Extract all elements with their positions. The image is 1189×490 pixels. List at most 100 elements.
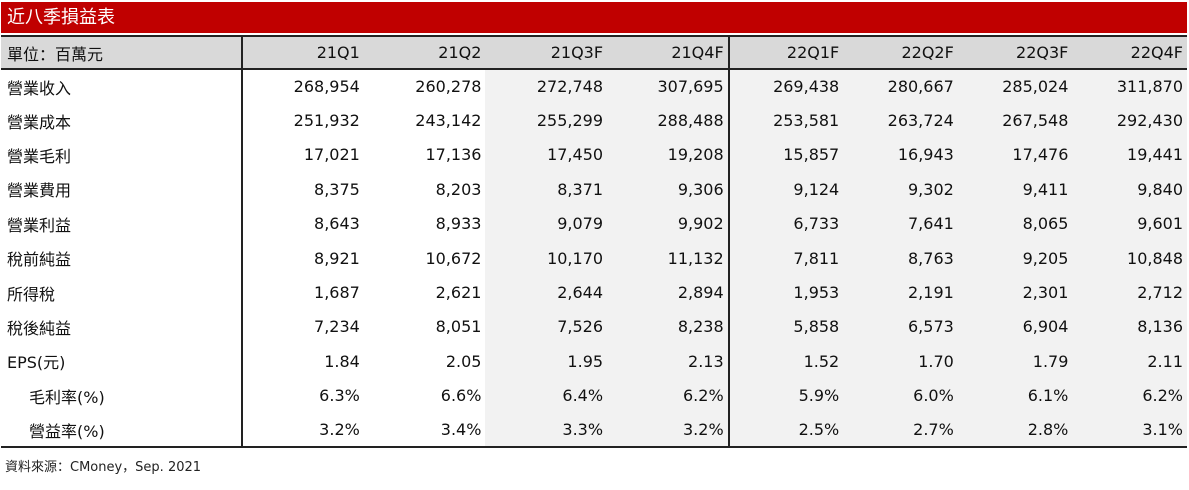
table-cell: 8,136 [1072,309,1187,345]
table-row: 毛利率(%) 6.3% 6.6% 6.4% 6.2% 5.9% 6.0% 6.1… [1,378,1187,413]
table-cell: 8,238 [607,309,730,345]
table-cell: 2,621 [435,283,482,303]
table-cell: 10,170 [485,240,608,276]
table-cell: 1.95 [485,344,608,379]
table-cell: 9,205 [957,240,1073,276]
table-cell: 2.05 [445,351,482,371]
table-cell: 7,811 [728,240,844,276]
table-cell: 17,450 [485,137,608,173]
table-cell: 2.13 [607,344,730,379]
table-cell: 1,953 [728,275,844,310]
row-label: 稅後純益 [1,309,244,345]
table-cell: 3.2% [607,412,730,449]
table-cell: 251,932 [293,111,360,131]
column-header: 22Q1F [728,35,844,70]
table-cell: 8,065 [957,206,1073,241]
table-cell: 8,051 [435,317,482,337]
table-cell: 8,643 [314,214,360,234]
table-cell: 9,306 [607,172,730,207]
table-cell: 280,667 [843,69,958,104]
table-cell: 2,712 [1072,275,1187,310]
table-cell: 3.1% [1072,412,1187,449]
table-cell: 8,763 [843,240,958,276]
table-cell: 6,573 [843,309,958,345]
table-cell: 8,933 [435,214,482,234]
table-cell: 16,943 [843,137,958,173]
table-cell: 2.11 [1072,344,1187,379]
table-cell: 3.3% [485,412,608,449]
column-header: 22Q4F [1072,35,1187,70]
column-header: 21Q3F [485,35,608,70]
unit-label: 單位：百萬元 [1,35,244,70]
table-cell: 19,208 [607,137,730,173]
table-cell: 9,840 [1072,172,1187,207]
table-cell: 7,234 [314,317,360,337]
row-label: 營業毛利 [1,137,244,173]
table-cell: 7,526 [485,309,608,345]
table-cell: 15,857 [728,137,844,173]
table-cell: 7,641 [843,206,958,241]
table-cell: 2.5% [728,412,844,449]
income-statement-table: 單位：百萬元 21Q1 21Q2 21Q3F 21Q4F 22Q1F 22Q2F… [1,35,1187,449]
table-cell: 243,142 [415,111,482,131]
table-cell: 8,375 [314,179,360,199]
table-cell: 1.52 [728,344,844,379]
row-label: 營業利益 [1,206,244,241]
table-cell: 1.79 [957,344,1073,379]
table-cell: 2,301 [957,275,1073,310]
table-cell: 6.1% [957,378,1073,413]
table-cell: 17,021 [303,145,360,165]
row-label: 營業成本 [1,103,244,138]
table-row: EPS(元) 1.84 2.05 1.95 2.13 1.52 1.70 1.7… [1,344,1187,379]
table-cell: 3.2% [242,412,364,449]
table-cell: 1.84 [324,351,360,371]
table-cell: 8,371 [485,172,608,207]
source-note: 資料來源：CMoney，Sep. 2021 [5,460,202,475]
table-cell: 272,748 [485,69,608,104]
table-cell: 255,299 [485,103,608,138]
table-cell: 9,302 [843,172,958,207]
table-cell: 6.0% [843,378,958,413]
table-cell: 285,024 [957,69,1073,104]
table-cell: 2.8% [957,412,1073,449]
table-cell: 2,191 [843,275,958,310]
table-row: 營業成本 251,932 243,142 255,299 288,488 253… [1,103,1187,138]
table-title: 近八季損益表 [1,2,1187,33]
table-cell: 6,733 [728,206,844,241]
table-row: 營業費用 8,375 8,203 8,371 9,306 9,124 9,302… [1,172,1187,207]
row-label: 營業收入 [1,69,244,104]
table-cell: 6.2% [1072,378,1187,413]
table-cell: 2,644 [485,275,608,310]
table-cell: 10,672 [425,248,482,268]
table-cell: 2.7% [843,412,958,449]
table-cell: 11,132 [607,240,730,276]
table-cell: 19,441 [1072,137,1187,173]
table-cell: 17,476 [957,137,1073,173]
table-cell: 268,954 [293,77,360,97]
table-row: 營益率(%) 3.2% 3.4% 3.3% 3.2% 2.5% 2.7% 2.8… [1,412,1187,449]
table-cell: 1,687 [314,283,360,303]
table-cell: 253,581 [728,103,844,138]
table-cell: 6,904 [957,309,1073,345]
table-row: 營業利益 8,643 8,933 9,079 9,902 6,733 7,641… [1,206,1187,241]
table-cell: 6.2% [607,378,730,413]
table-cell: 307,695 [607,69,730,104]
column-header: 22Q2F [843,35,958,70]
column-header: 22Q3F [957,35,1073,70]
row-label: 所得稅 [1,275,244,310]
table-cell: 10,848 [1072,240,1187,276]
table-cell: 5.9% [728,378,844,413]
table-cell: 6.3% [319,386,360,406]
table-cell: 17,136 [425,145,482,165]
table-cell: 9,601 [1072,206,1187,241]
table-cell: 9,079 [485,206,608,241]
table-cell: 6.4% [485,378,608,413]
row-label: 營益率(%) [1,412,244,449]
table-row: 所得稅 1,687 2,621 2,644 2,894 1,953 2,191 … [1,275,1187,310]
column-header: 21Q1 [242,35,364,70]
column-header: 21Q4F [607,35,730,70]
table-row: 稅後純益 7,234 8,051 7,526 8,238 5,858 6,573… [1,309,1187,345]
table-row: 營業收入 268,954 260,278 272,748 307,695 269… [1,69,1187,104]
row-label: EPS(元) [1,344,244,379]
table-cell: 9,411 [957,172,1073,207]
